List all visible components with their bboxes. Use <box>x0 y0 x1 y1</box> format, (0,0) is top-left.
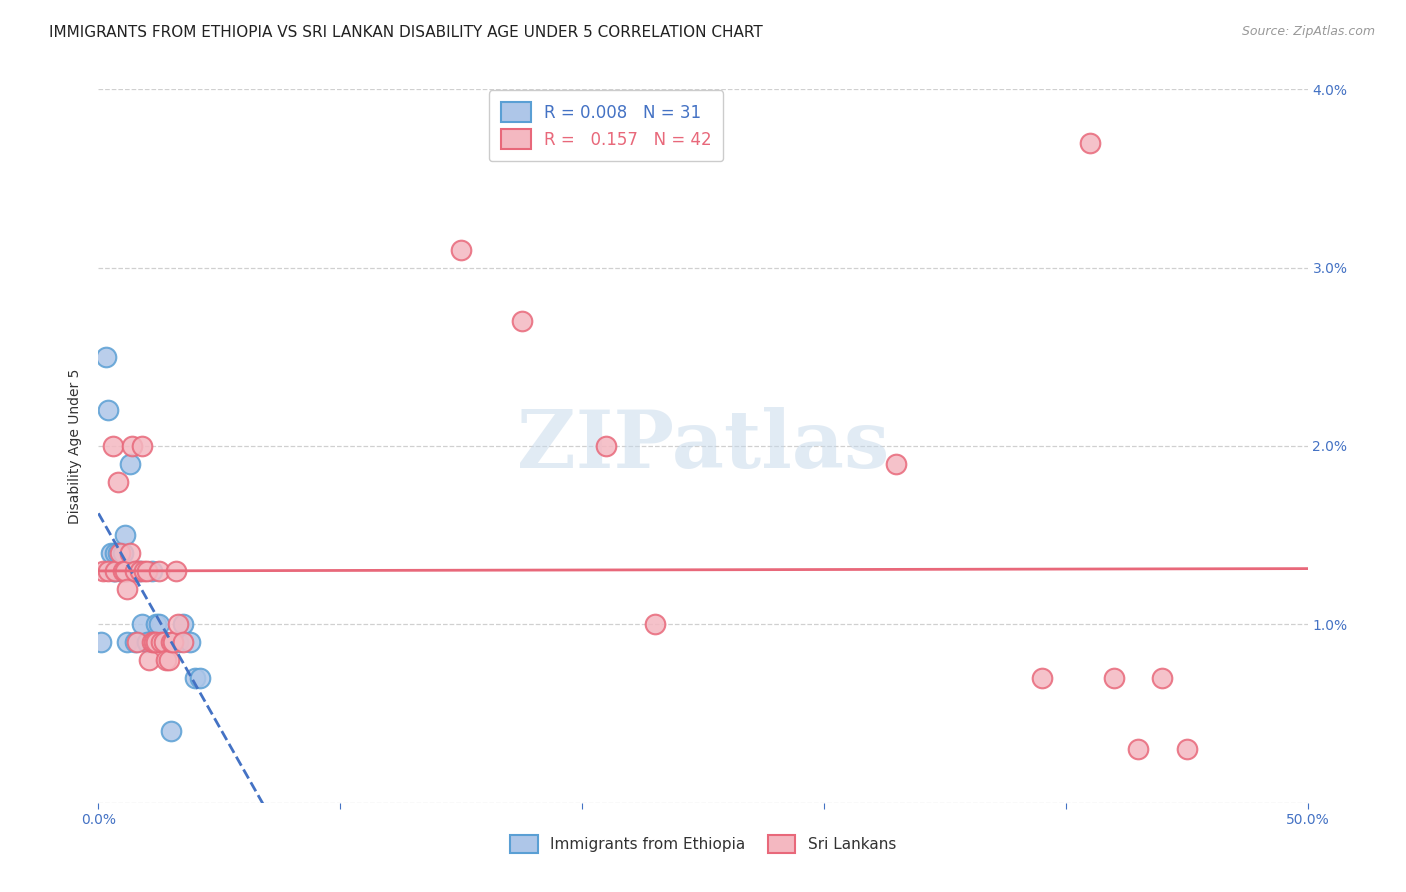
Legend: Immigrants from Ethiopia, Sri Lankans: Immigrants from Ethiopia, Sri Lankans <box>503 829 903 859</box>
Point <box>128 564 150 578</box>
Point <box>107 546 129 560</box>
Point <box>1078 136 1101 150</box>
Text: Source: ZipAtlas.com: Source: ZipAtlas.com <box>1241 25 1375 38</box>
Point <box>1128 742 1150 756</box>
Text: IMMIGRANTS FROM ETHIOPIA VS SRI LANKAN DISABILITY AGE UNDER 5 CORRELATION CHART: IMMIGRANTS FROM ETHIOPIA VS SRI LANKAN D… <box>49 25 763 40</box>
Point <box>97 403 120 417</box>
Point <box>117 635 139 649</box>
Point <box>100 546 122 560</box>
Y-axis label: Disability Age Under 5: Disability Age Under 5 <box>69 368 83 524</box>
Point <box>157 653 180 667</box>
Point <box>1102 671 1125 685</box>
Point <box>188 671 211 685</box>
Point <box>114 564 136 578</box>
Point <box>179 635 201 649</box>
Point <box>160 724 183 739</box>
Point <box>108 564 131 578</box>
Point <box>124 564 146 578</box>
Point <box>145 617 167 632</box>
Text: ZIPatlas: ZIPatlas <box>517 407 889 485</box>
Point <box>150 635 173 649</box>
Point <box>162 635 184 649</box>
Point <box>148 617 170 632</box>
Point <box>595 439 617 453</box>
Point <box>114 528 136 542</box>
Point <box>94 350 117 364</box>
Point <box>117 564 139 578</box>
Point <box>108 546 131 560</box>
Point <box>138 653 160 667</box>
Point <box>135 635 157 649</box>
Point <box>155 635 177 649</box>
Point <box>107 475 129 489</box>
Point <box>118 546 141 560</box>
Point <box>886 457 908 471</box>
Point <box>90 635 112 649</box>
Point <box>172 635 194 649</box>
Point <box>127 635 149 649</box>
Point <box>118 457 141 471</box>
Point <box>160 635 183 649</box>
Point <box>121 564 143 578</box>
Point <box>104 564 127 578</box>
Point <box>97 564 120 578</box>
Point <box>124 635 146 649</box>
Point <box>155 653 177 667</box>
Point <box>141 564 163 578</box>
Point <box>184 671 207 685</box>
Point <box>117 582 139 596</box>
Point <box>1175 742 1198 756</box>
Point <box>135 564 157 578</box>
Point <box>148 564 170 578</box>
Point <box>165 564 187 578</box>
Point <box>101 439 124 453</box>
Point <box>104 564 127 578</box>
Point <box>91 564 114 578</box>
Point <box>127 564 149 578</box>
Point <box>167 635 190 649</box>
Point <box>104 546 127 560</box>
Point <box>128 564 150 578</box>
Point <box>510 314 533 328</box>
Point <box>1031 671 1053 685</box>
Point <box>644 617 666 632</box>
Point <box>111 564 134 578</box>
Point <box>134 564 156 578</box>
Point <box>152 635 174 649</box>
Point <box>121 439 143 453</box>
Point <box>131 617 153 632</box>
Point <box>167 617 190 632</box>
Point <box>101 564 124 578</box>
Point <box>172 617 194 632</box>
Point <box>131 439 153 453</box>
Point <box>1152 671 1174 685</box>
Point <box>145 635 167 649</box>
Point <box>111 546 134 560</box>
Point <box>111 564 134 578</box>
Point <box>141 635 163 649</box>
Point <box>450 243 472 257</box>
Point <box>143 635 166 649</box>
